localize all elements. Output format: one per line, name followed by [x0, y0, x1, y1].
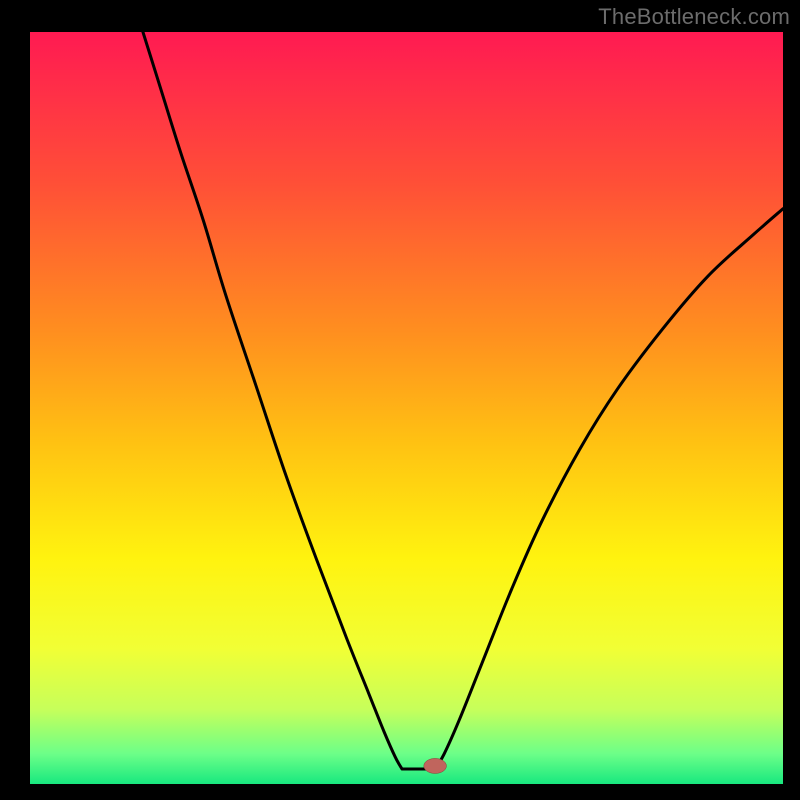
- bottleneck-curve: [143, 32, 783, 769]
- plot-area: [30, 32, 783, 784]
- chart-container: TheBottleneck.com: [0, 0, 800, 800]
- watermark-label: TheBottleneck.com: [598, 4, 790, 30]
- plot-curve-overlay: [30, 32, 783, 784]
- optimal-point-marker: [424, 758, 447, 773]
